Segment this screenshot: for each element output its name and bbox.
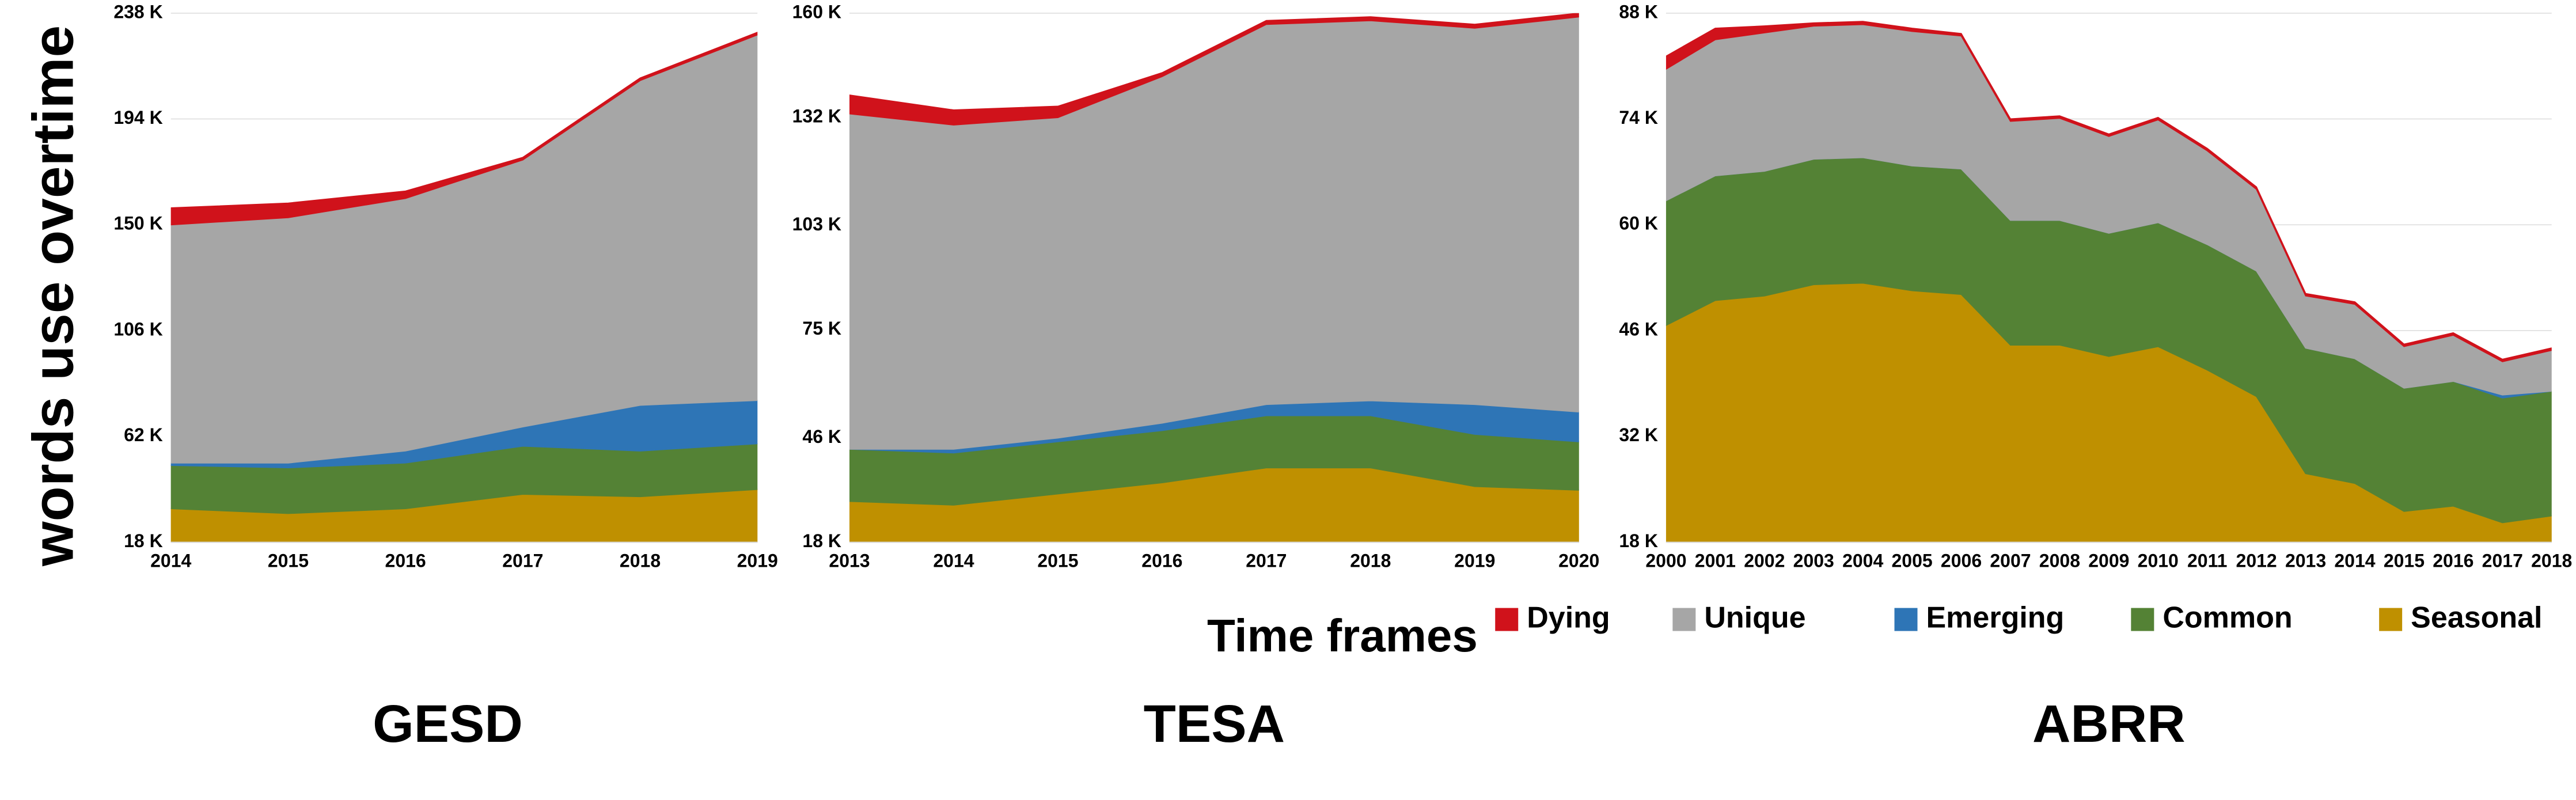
x-tick-label: 2002 [1744, 550, 1785, 571]
x-tick-label: 2017 [2482, 550, 2523, 571]
y-tick-label: 106 K [113, 319, 162, 339]
x-tick-label: 2015 [1037, 550, 1078, 571]
chart-title: TESA [1144, 695, 1285, 753]
y-tick-label: 150 K [113, 213, 162, 234]
y-tick-label: 18 K [124, 530, 163, 551]
chart-title: GESD [373, 695, 523, 753]
legend-label: Dying [1527, 601, 1610, 634]
x-tick-label: 2015 [268, 550, 309, 571]
legend-swatch [1672, 608, 1696, 631]
x-tick-label: 2017 [502, 550, 543, 571]
y-tick-label: 46 K [802, 426, 841, 447]
area [170, 34, 758, 464]
legend-label: Seasonal [2411, 601, 2542, 634]
x-tick-label: 2018 [1350, 550, 1391, 571]
x-tick-label: 2012 [2236, 550, 2277, 571]
legend-swatch [1495, 608, 1519, 631]
x-tick-label: 2005 [1892, 550, 1933, 571]
x-tick-label: 2000 [1645, 550, 1686, 571]
legend-label: Unique [1704, 601, 1805, 634]
areas [849, 13, 1579, 543]
x-tick-label: 2016 [385, 550, 426, 571]
y-tick-label: 132 K [792, 105, 841, 126]
y-tick-label: 194 K [113, 107, 162, 128]
x-tick-label: 2018 [2531, 550, 2572, 571]
legend-label: Emerging [1926, 601, 2065, 634]
x-tick-label: 2017 [1246, 550, 1287, 571]
x-tick-label: 2014 [2334, 550, 2375, 571]
y-tick-label: 75 K [802, 318, 841, 339]
x-axis-label: Time frames [1207, 610, 1478, 661]
area [849, 16, 1579, 450]
area [1666, 21, 2552, 362]
x-tick-label: 2019 [1454, 550, 1495, 571]
y-tick-label: 103 K [792, 214, 841, 234]
area [170, 32, 758, 226]
x-tick-label: 2016 [1141, 550, 1182, 571]
x-tick-label: 2018 [620, 550, 661, 571]
x-tick-label: 2020 [1558, 550, 1599, 571]
x-tick-label: 2006 [1941, 550, 1982, 571]
x-tick-label: 2013 [2285, 550, 2326, 571]
x-tick-label: 2010 [2138, 550, 2179, 571]
x-tick-label: 2004 [1842, 550, 1883, 571]
x-tick-label: 2008 [2039, 550, 2080, 571]
y-tick-label: 18 K [1619, 530, 1658, 551]
y-tick-label: 60 K [1619, 213, 1658, 234]
x-tick-label: 2019 [737, 550, 778, 571]
x-tick-label: 2014 [933, 550, 974, 571]
legend-swatch [2379, 608, 2403, 631]
areas [1666, 21, 2552, 543]
x-tick-label: 2007 [1990, 550, 2031, 571]
y-tick-label: 160 K [792, 1, 841, 22]
area [849, 13, 1579, 126]
legend-swatch [1894, 608, 1918, 631]
areas [170, 32, 758, 543]
x-tick-label: 2001 [1695, 550, 1736, 571]
y-tick-label: 18 K [802, 530, 841, 551]
chart-title: ABRR [2032, 695, 2186, 753]
legend-label: Common [2163, 601, 2292, 634]
y-tick-label: 32 K [1619, 424, 1658, 445]
x-tick-label: 2016 [2433, 550, 2473, 571]
y-tick-label: 238 K [113, 1, 162, 22]
x-tick-label: 2003 [1793, 550, 1834, 571]
x-tick-label: 2015 [2384, 550, 2425, 571]
legend-swatch [2131, 608, 2154, 631]
y-tick-label: 62 K [124, 424, 163, 445]
x-tick-label: 2014 [150, 550, 191, 571]
x-tick-label: 2011 [2187, 550, 2227, 571]
y-tick-label: 74 K [1619, 107, 1658, 128]
x-tick-label: 2009 [2088, 550, 2129, 571]
y-tick-label: 46 K [1619, 319, 1658, 339]
x-tick-label: 2013 [829, 550, 870, 571]
y-axis-label: words use overtime [21, 25, 85, 567]
y-tick-label: 88 K [1619, 1, 1658, 22]
